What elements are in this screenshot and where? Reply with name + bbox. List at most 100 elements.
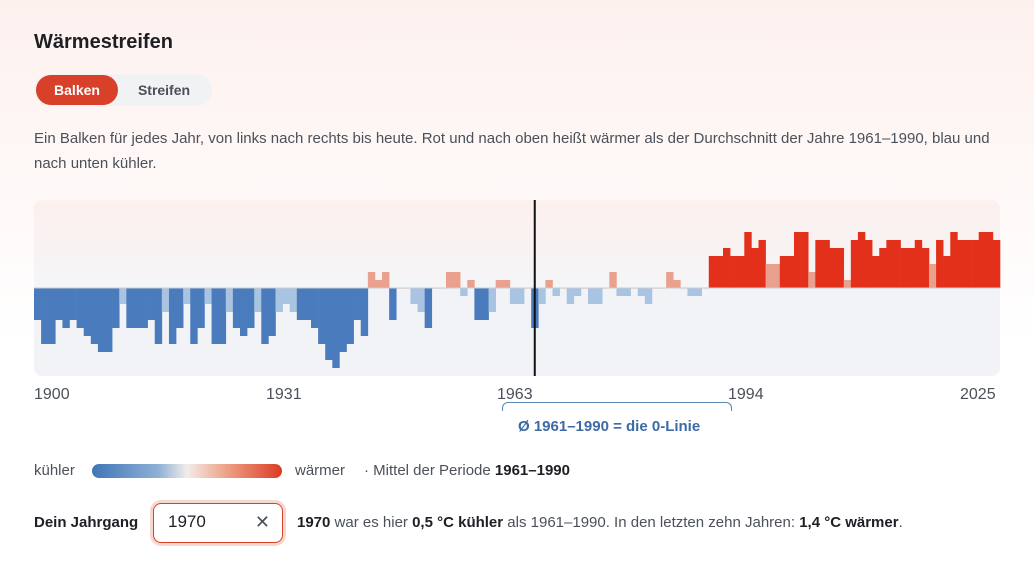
bar-year-1934: [275, 288, 283, 312]
page-title: Wärmestreifen: [34, 31, 173, 53]
bar-year-1929: [239, 288, 248, 336]
bar-year-1903: [55, 288, 63, 320]
warming-bars-chart: [34, 200, 1001, 378]
bar-year-1947: [367, 272, 376, 288]
bar-year-2015: [850, 240, 859, 288]
bar-year-1949: [382, 272, 390, 288]
bar-year-1986: [644, 288, 653, 304]
bar-year-1982: [616, 288, 624, 296]
bar-year-1967: [509, 288, 518, 304]
bar-year-1971: [538, 288, 546, 304]
bar-year-1901: [41, 288, 49, 344]
bar-year-1960: [460, 288, 468, 296]
view-toggle: Balken Streifen: [34, 74, 212, 106]
bar-year-1972: [545, 280, 553, 288]
bar-year-1910: [105, 288, 113, 352]
bar-year-1936: [289, 288, 298, 312]
bar-year-1944: [346, 288, 354, 344]
bar-year-1912: [119, 288, 127, 304]
bar-year-2018: [872, 256, 880, 288]
bar-year-2035: [992, 240, 1001, 288]
bar-year-2022: [900, 248, 908, 288]
bar-year-2013: [836, 248, 845, 288]
bar-year-2017: [865, 240, 873, 288]
bar-year-1923: [197, 288, 205, 328]
x-tick-label: 2025: [960, 386, 996, 403]
bar-year-1997: [722, 248, 731, 288]
result-year: 1970: [297, 514, 331, 531]
bar-year-1989: [666, 272, 674, 288]
bar-year-1925: [211, 288, 219, 344]
bar-year-1962: [474, 288, 482, 320]
birth-year-input[interactable]: [168, 512, 248, 532]
bar-year-1928: [232, 288, 241, 328]
chart-description: Ein Balken für jedes Jahr, von links nac…: [34, 130, 990, 172]
bar-year-2019: [879, 248, 887, 288]
bar-year-2006: [786, 256, 795, 288]
legend-warmer-label: wärmer: [295, 462, 346, 479]
birth-year-field: ✕: [153, 503, 283, 543]
bar-year-1921: [183, 288, 191, 304]
legend-gradient: [92, 464, 282, 478]
bar-year-1955: [424, 288, 433, 328]
bar-year-2010: [815, 240, 823, 288]
bar-year-2030: [957, 240, 965, 288]
bar-year-2002: [758, 240, 766, 288]
bar-year-1917: [154, 288, 163, 344]
bar-year-1932: [261, 288, 269, 344]
bar-year-1958: [445, 272, 454, 288]
bar-year-2021: [893, 240, 901, 288]
bar-year-1907: [83, 288, 92, 336]
bar-year-1999: [737, 256, 745, 288]
tab-balken[interactable]: Balken: [36, 75, 118, 105]
bar-year-2029: [950, 232, 958, 288]
legend-note-prefix: · Mittel der Periode: [364, 462, 495, 479]
result-text-1: war es hier: [330, 514, 413, 531]
legend-cooler-label: kühler: [34, 462, 75, 479]
bar-year-1941: [325, 288, 333, 360]
bar-year-1975: [566, 288, 575, 304]
bar-year-2028: [943, 256, 951, 288]
result-diff-2: 1,4 °C wärmer: [799, 514, 899, 531]
bar-year-1900: [34, 288, 42, 320]
close-icon[interactable]: ✕: [254, 512, 270, 532]
bar-year-1920: [176, 288, 184, 328]
bar-year-2004: [772, 264, 781, 288]
bar-year-1908: [90, 288, 99, 344]
bar-year-1985: [637, 288, 646, 296]
bar-year-1992: [687, 288, 695, 296]
bar-year-1937: [296, 288, 305, 320]
bar-year-1948: [374, 280, 383, 288]
bar-year-1998: [730, 256, 738, 288]
bar-year-1990: [673, 280, 681, 288]
bar-year-2011: [822, 240, 830, 288]
bar-year-2033: [978, 232, 987, 288]
bar-year-2000: [744, 232, 752, 288]
bar-year-2034: [985, 232, 994, 288]
bar-year-1906: [76, 288, 85, 328]
bar-year-1953: [410, 288, 418, 304]
bar-year-2024: [914, 240, 923, 288]
bar-year-1915: [140, 288, 148, 328]
bar-year-1995: [708, 256, 717, 288]
bar-year-1964: [488, 288, 496, 312]
x-tick-label: 1931: [266, 386, 302, 403]
bar-year-2026: [928, 264, 937, 288]
bar-year-1914: [133, 288, 141, 328]
bar-year-1968: [517, 288, 525, 304]
bar-year-1909: [97, 288, 106, 352]
bar-year-2031: [964, 240, 972, 288]
bar-year-1983: [623, 288, 631, 296]
result-diff-1: 0,5 °C kühler: [412, 514, 504, 531]
bar-year-1942: [332, 288, 340, 368]
bar-year-1919: [168, 288, 177, 344]
bar-year-1966: [502, 280, 511, 288]
bar-year-1943: [339, 288, 347, 352]
bar-year-1931: [254, 288, 262, 312]
tab-streifen[interactable]: Streifen: [118, 75, 210, 105]
bar-year-1905: [69, 288, 77, 320]
bar-year-2001: [751, 248, 759, 288]
bar-year-2008: [801, 232, 809, 288]
bar-year-2005: [779, 256, 788, 288]
bar-year-1913: [126, 288, 134, 328]
